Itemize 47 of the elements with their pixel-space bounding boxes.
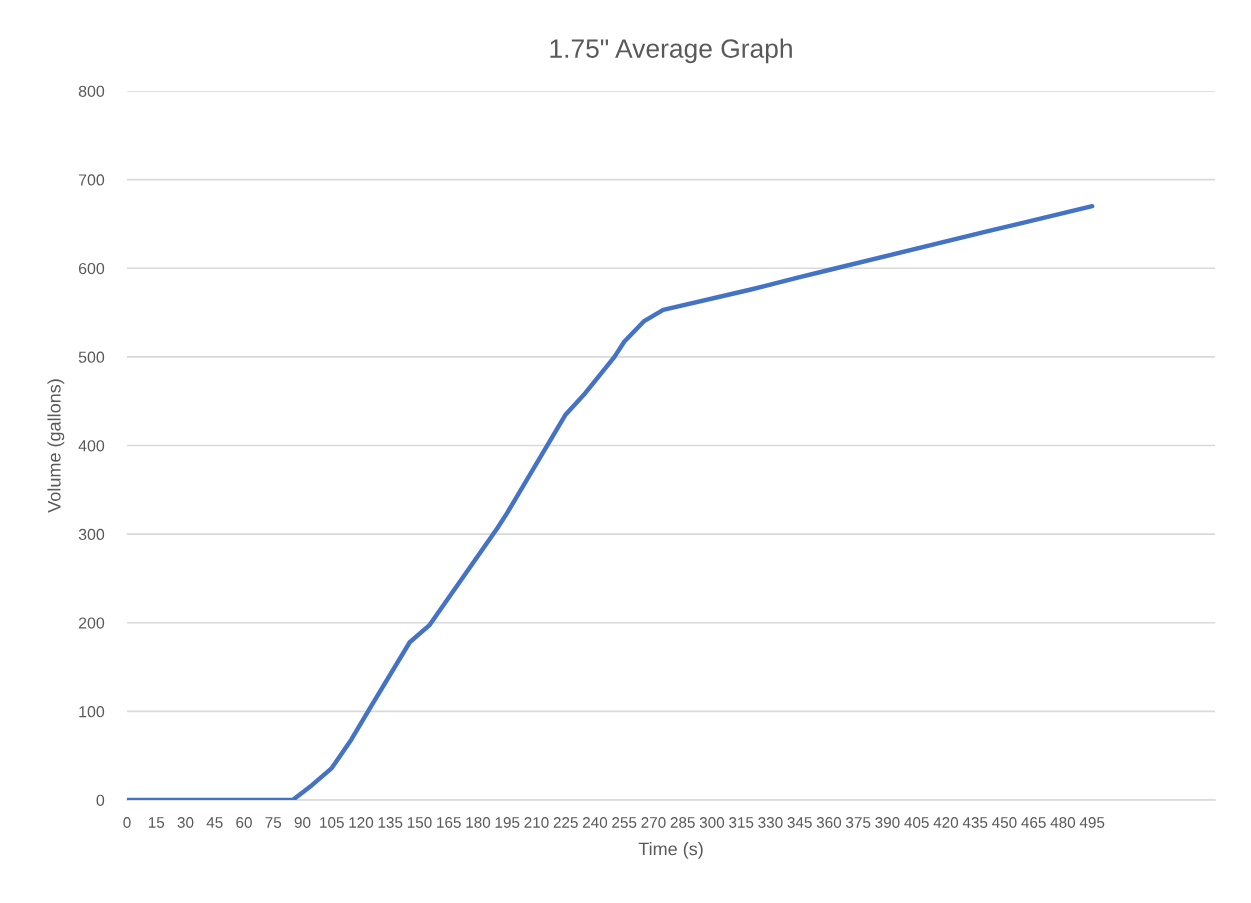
x-tick-label: 450 bbox=[992, 817, 1017, 828]
y-tick-label: 800 bbox=[78, 85, 105, 97]
line-series bbox=[127, 203, 1095, 800]
x-tick-label: 345 bbox=[787, 817, 812, 828]
x-tick-label: 390 bbox=[875, 817, 900, 828]
y-tick-label: 400 bbox=[78, 440, 105, 452]
x-tick-label: 150 bbox=[407, 817, 432, 828]
x-tick-label: 15 bbox=[148, 817, 165, 828]
x-tick-label: 300 bbox=[699, 817, 725, 828]
x-tick-label: 195 bbox=[495, 817, 520, 828]
y-tick-label: 600 bbox=[78, 262, 105, 275]
x-tick-label: 135 bbox=[378, 817, 403, 828]
x-tick-label: 225 bbox=[553, 817, 578, 828]
x-tick-label: 210 bbox=[524, 817, 549, 828]
x-axis-title: Time (s) bbox=[638, 842, 703, 859]
x-tick-label: 420 bbox=[933, 817, 959, 828]
x-tick-label: 60 bbox=[236, 817, 252, 828]
x-tick-label: 285 bbox=[670, 817, 695, 828]
y-axis-title: Volume (gallons) bbox=[47, 379, 65, 513]
x-tick-label: 480 bbox=[1050, 817, 1076, 828]
x-tick-label: 270 bbox=[641, 817, 666, 828]
x-tick-label: 435 bbox=[962, 817, 988, 828]
x-tick-label: 255 bbox=[612, 817, 637, 828]
x-tick-label: 330 bbox=[758, 817, 783, 828]
x-tick-label: 180 bbox=[466, 817, 491, 828]
x-tick-label: 90 bbox=[294, 817, 311, 828]
chart-title: 1.75" Average Graph bbox=[550, 38, 792, 64]
x-tick-label: 405 bbox=[904, 817, 929, 828]
y-tick-label: 100 bbox=[79, 706, 105, 718]
x-tick-label: 30 bbox=[177, 817, 194, 828]
x-tick-label: 165 bbox=[437, 817, 461, 828]
x-tick-label: 315 bbox=[729, 817, 754, 828]
y-tick-label: 300 bbox=[78, 528, 105, 541]
x-tick-label: 45 bbox=[206, 817, 223, 828]
y-tick-label: 500 bbox=[78, 351, 105, 363]
y-tick-label: 200 bbox=[78, 617, 105, 629]
x-tick-label: 75 bbox=[265, 817, 282, 828]
x-tick-label: 465 bbox=[1021, 817, 1046, 828]
y-tick-label: 0 bbox=[96, 794, 105, 806]
y-tick-label: 700 bbox=[78, 174, 105, 186]
x-tick-label: 375 bbox=[846, 817, 871, 828]
x-tick-label: 240 bbox=[582, 817, 608, 828]
x-tick-label: 495 bbox=[1079, 817, 1105, 828]
x-tick-label: 120 bbox=[349, 817, 374, 828]
x-tick-label: 0 bbox=[123, 817, 131, 828]
x-tick-label: 360 bbox=[816, 817, 842, 828]
x-tick-label: 105 bbox=[320, 817, 344, 828]
